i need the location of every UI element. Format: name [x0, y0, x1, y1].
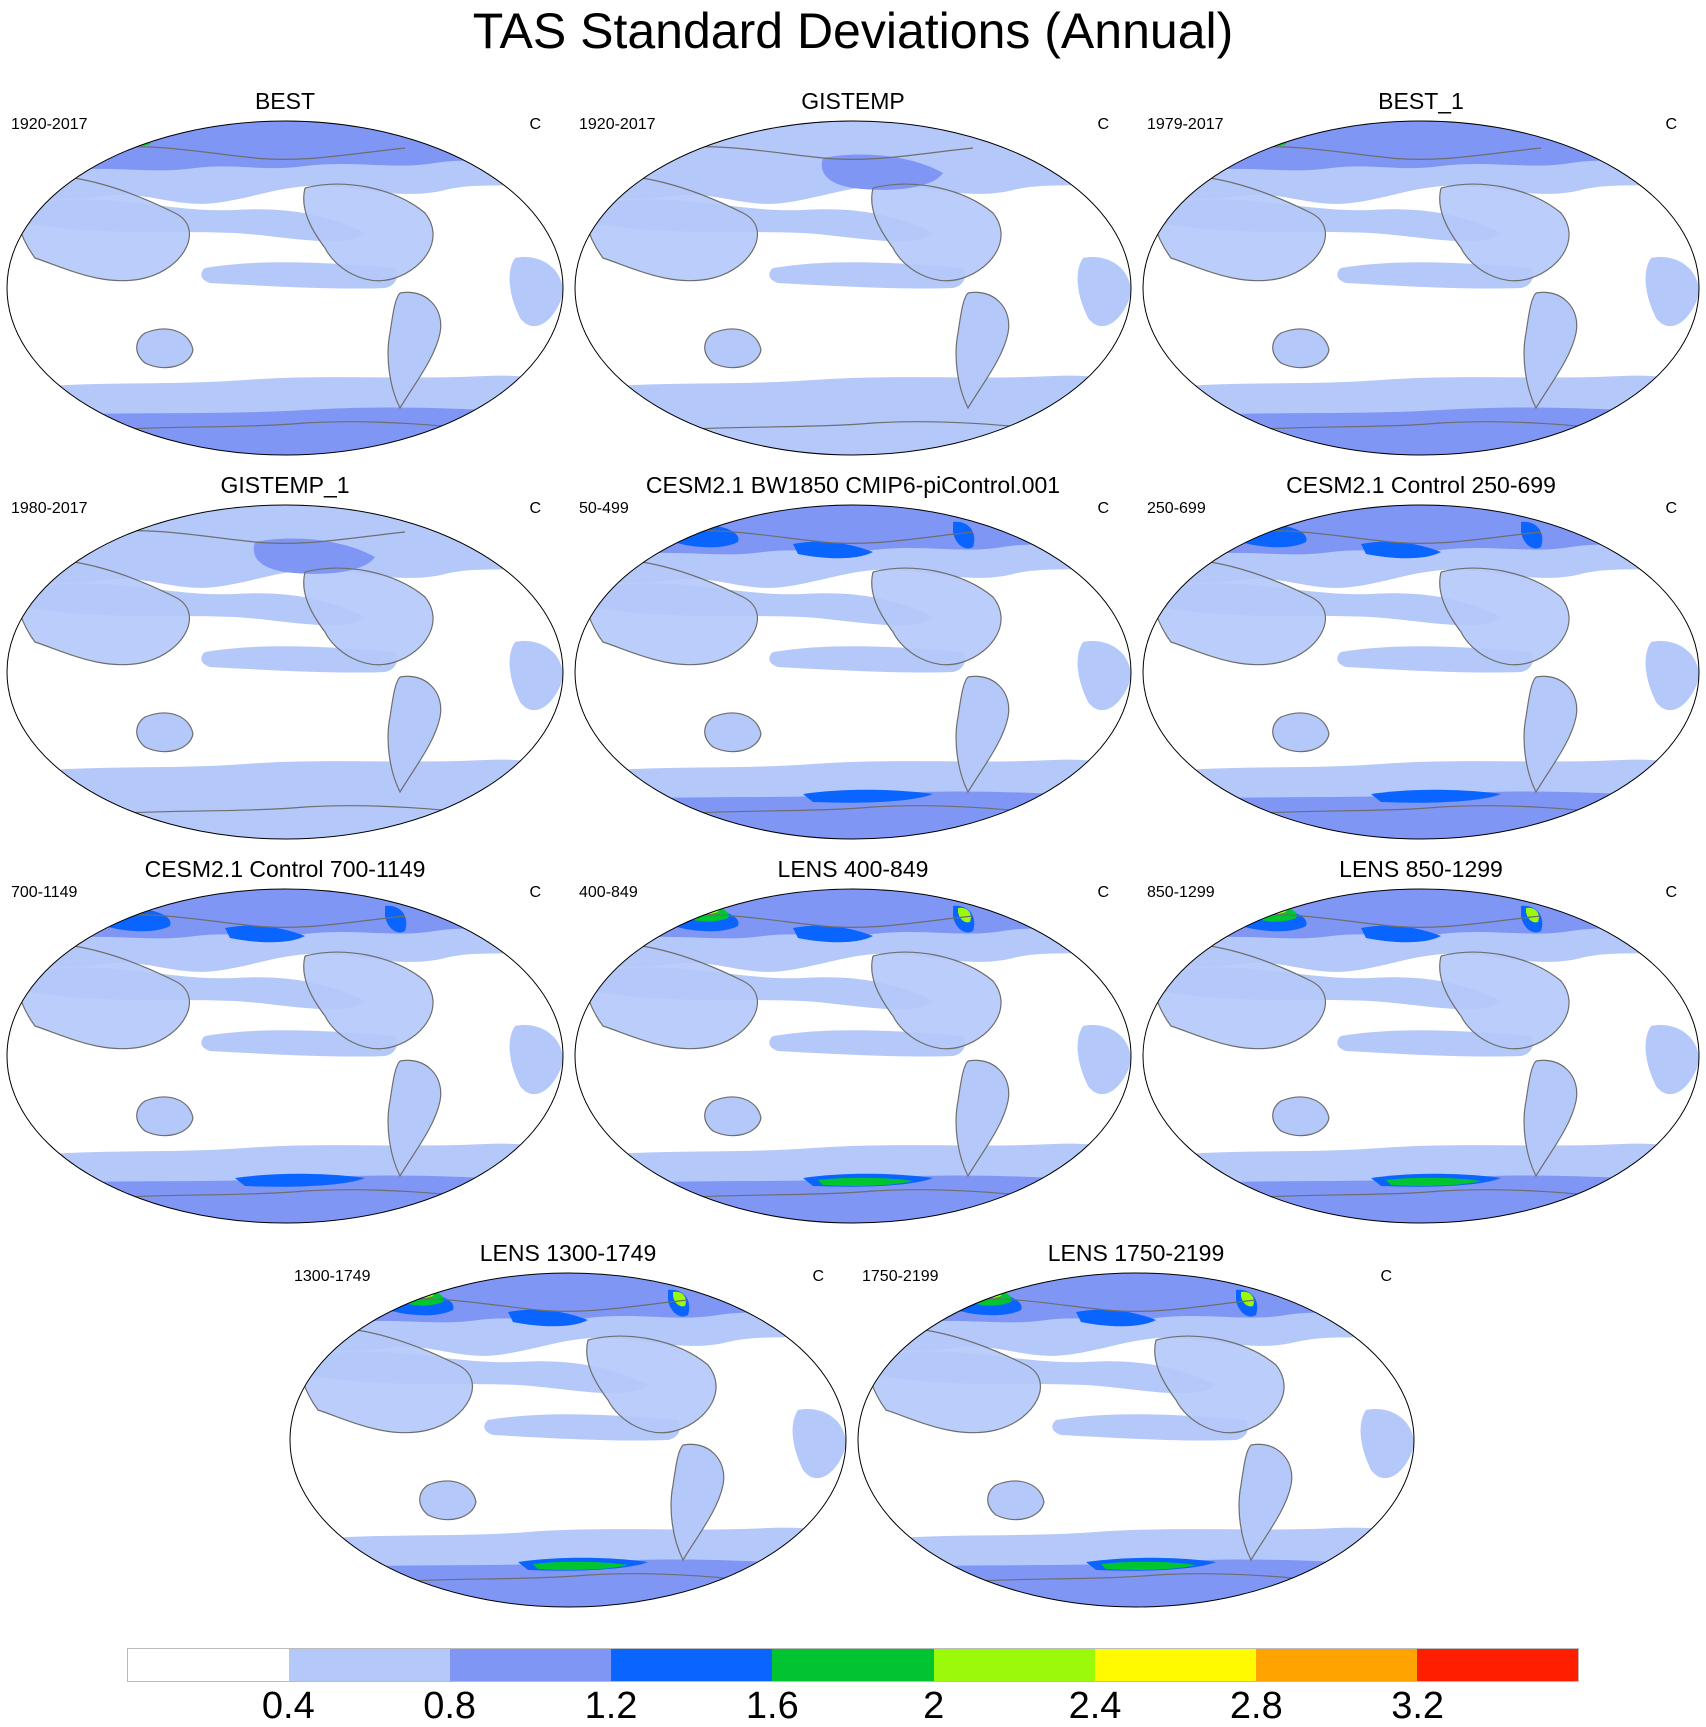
map-panel: GISTEMP_1 1980-2017 C: [5, 472, 565, 852]
panel-units: C: [529, 884, 541, 901]
panel-title: CESM2.1 BW1850 CMIP6-piControl.001: [645, 472, 1061, 498]
panel-title: LENS 850-1299: [1339, 856, 1503, 882]
world-map: [1142, 120, 1700, 456]
panel-period: 400-849: [579, 884, 638, 901]
panel-units: C: [529, 500, 541, 517]
colorbar-box: [772, 1649, 934, 1681]
colorbar-tick-label: 1.2: [584, 1685, 638, 1727]
colorbar-box: [450, 1649, 612, 1681]
world-map: [6, 888, 564, 1224]
panel-title: LENS 400-849: [777, 856, 929, 882]
panel-title: BEST: [254, 88, 316, 114]
colorbar-box: [1094, 1649, 1256, 1681]
map-panel: LENS 850-1299 850-1299 C: [1141, 856, 1701, 1236]
world-map: [1142, 888, 1700, 1224]
panel-title: GISTEMP: [801, 88, 905, 114]
map-panel: LENS 1750-2199 1750-2199 C: [856, 1240, 1416, 1620]
panel-title: LENS 1300-1749: [479, 1240, 657, 1266]
panel-title: LENS 1750-2199: [1047, 1240, 1225, 1266]
panel-period: 1979-2017: [1147, 116, 1224, 133]
colorbar-boxes: [127, 1648, 1579, 1682]
colorbar-legend: 0.4 0.8 1.2 1.6 2 2.4 2.8 3.2: [127, 1648, 1579, 1727]
colorbar-tick-label: 0.4: [261, 1685, 315, 1727]
map-panel: BEST 1920-2017 C: [5, 88, 565, 468]
colorbar-tick-label: 1.6: [745, 1685, 799, 1727]
panel-units: C: [529, 116, 541, 133]
colorbar-tick-label: 2: [923, 1685, 945, 1727]
panel-period: 50-499: [579, 500, 629, 517]
map-panel: CESM2.1 Control 700-1149 700-1149 C: [5, 856, 565, 1236]
panel-units: C: [1665, 884, 1677, 901]
map-panel: BEST_1 1979-2017 C: [1141, 88, 1701, 468]
panel-units: C: [1097, 116, 1109, 133]
panel-period: 1750-2199: [862, 1268, 939, 1285]
colorbar-tick-label: 2.8: [1229, 1685, 1283, 1727]
colorbar-box: [611, 1649, 773, 1681]
colorbar-box: [289, 1649, 451, 1681]
panel-period: 250-699: [1147, 500, 1206, 517]
colorbar-tick-label: 2.4: [1068, 1685, 1122, 1727]
panel-period: 700-1149: [11, 884, 78, 901]
colorbar-tick-label: 3.2: [1391, 1685, 1445, 1727]
colorbar-box: [128, 1649, 290, 1681]
panel-units: C: [1097, 884, 1109, 901]
colorbar-box: [1255, 1649, 1417, 1681]
figure-title: TAS Standard Deviations (Annual): [472, 3, 1234, 59]
map-panel: CESM2.1 Control 250-699 250-699 C: [1141, 472, 1701, 852]
panel-units: C: [1380, 1268, 1392, 1285]
world-map: [574, 504, 1132, 840]
panel-units: C: [1097, 500, 1109, 517]
colorbar-box: [933, 1649, 1095, 1681]
panel-units: C: [812, 1268, 824, 1285]
panel-period: 1920-2017: [11, 116, 88, 133]
panel-period: 1920-2017: [579, 116, 656, 133]
world-map: [574, 888, 1132, 1224]
panel-units: C: [1665, 500, 1677, 517]
panel-period: 850-1299: [1147, 884, 1215, 901]
panel-title: BEST_1: [1378, 88, 1464, 114]
world-map: [857, 1272, 1415, 1608]
map-panel: LENS 400-849 400-849 C: [573, 856, 1133, 1236]
world-map: [289, 1272, 847, 1608]
world-map: [574, 120, 1132, 456]
panel-title: GISTEMP_1: [220, 472, 350, 498]
panel-title: CESM2.1 Control 250-699: [1286, 472, 1556, 498]
world-map: [1142, 504, 1700, 840]
colorbar-tick-label: 0.8: [423, 1685, 477, 1727]
panel-units: C: [1665, 116, 1677, 133]
world-map: [6, 120, 564, 456]
map-panel: GISTEMP 1920-2017 C: [573, 88, 1133, 468]
world-map: [6, 504, 564, 840]
map-panel: LENS 1300-1749 1300-1749 C: [288, 1240, 848, 1620]
panel-period: 1300-1749: [294, 1268, 371, 1285]
panel-period: 1980-2017: [11, 500, 88, 517]
map-panel: CESM2.1 BW1850 CMIP6-piControl.001 50-499…: [573, 472, 1133, 852]
colorbar-box: [1416, 1649, 1578, 1681]
panel-title: CESM2.1 Control 700-1149: [144, 856, 426, 882]
